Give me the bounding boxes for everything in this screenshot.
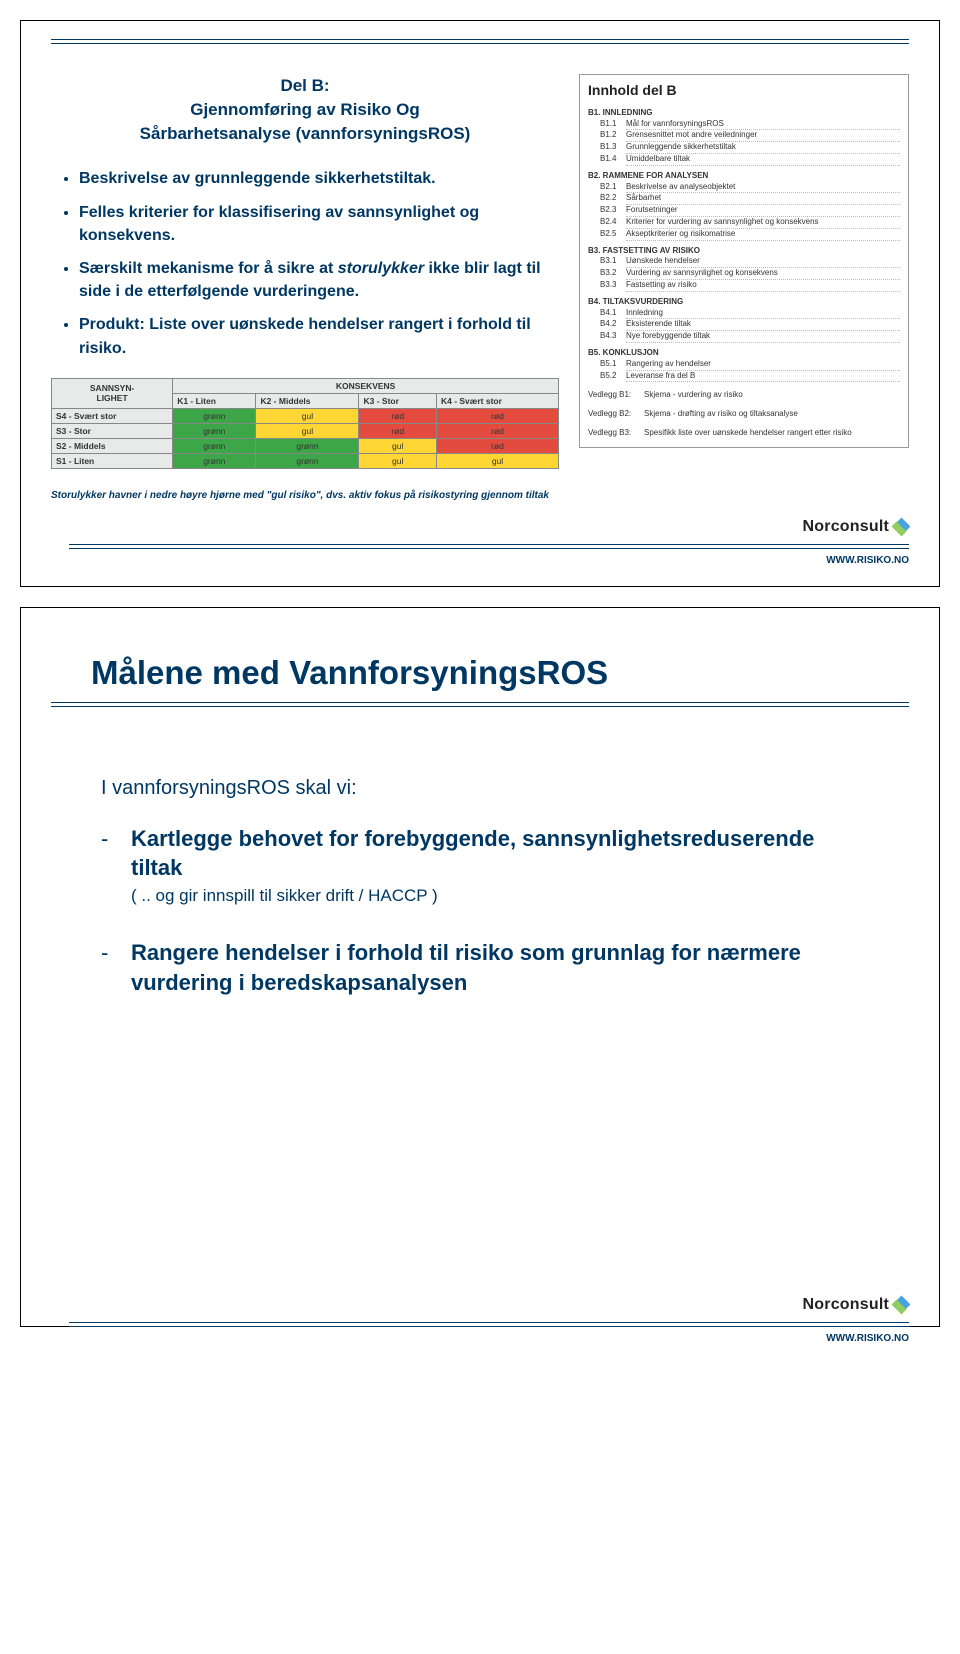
footer-rule xyxy=(69,544,909,549)
footer-rule xyxy=(69,1322,909,1327)
bullet-item: Beskrivelse av grunnleggende sikkerhetst… xyxy=(79,167,559,190)
title-line-1: Del B: xyxy=(51,74,559,98)
matrix-row: S1 - Litengrønngrønngulgul xyxy=(52,453,559,468)
brand-logo: Norconsult WWW.RISIKO.NO xyxy=(69,1296,909,1344)
logo-text: Norconsult xyxy=(803,518,889,536)
slide1-bullets: Beskrivelse av grunnleggende sikkerhetst… xyxy=(51,167,559,359)
title-line-2: Gjennomføring av Risiko Og xyxy=(51,98,559,122)
logo-icon xyxy=(893,1297,909,1313)
bullet-item: Felles kriterier for klassifisering av s… xyxy=(79,201,559,247)
matrix-row: S4 - Svært storgrønngulrødrød xyxy=(52,408,559,423)
toc-panel: Innhold del BB1. INNLEDNINGB1.1Mål for v… xyxy=(579,74,909,448)
title-rule xyxy=(51,702,909,707)
goal-item: -Rangere hendelser i forhold til risiko … xyxy=(101,938,859,997)
bullet-item: Særskilt mekanisme for å sikre at storul… xyxy=(79,257,559,303)
title-line-3: Sårbarhetsanalyse (vannforsyningsROS) xyxy=(51,122,559,146)
footer-url: WWW.RISIKO.NO xyxy=(826,1333,909,1344)
slide2-intro: I vannforsyningsROS skal vi: xyxy=(101,777,909,800)
matrix-row: S2 - Middelsgrønngrønngulrød xyxy=(52,438,559,453)
slide2-goals: -Kartlegge behovet for forebyggende, san… xyxy=(101,824,859,998)
slide-2: Målene med VannforsyningsROS I vannforsy… xyxy=(20,607,940,1327)
risk-matrix: SANNSYN-LIGHETKONSEKVENSK1 - LitenK2 - M… xyxy=(51,378,559,469)
footer-url: WWW.RISIKO.NO xyxy=(826,555,909,566)
matrix-row: S3 - Storgrønngulrødrød xyxy=(52,423,559,438)
logo-icon xyxy=(893,519,909,535)
brand-logo: Norconsult WWW.RISIKO.NO xyxy=(69,518,909,566)
slide-1: Del B: Gjennomføring av Risiko Og Sårbar… xyxy=(20,20,940,587)
slide2-title: Målene med VannforsyningsROS xyxy=(91,654,909,692)
bullet-item: Produkt: Liste over uønskede hendelser r… xyxy=(79,313,559,359)
slide1-title: Del B: Gjennomføring av Risiko Og Sårbar… xyxy=(51,74,559,145)
logo-text: Norconsult xyxy=(803,1296,889,1314)
goal-item: -Kartlegge behovet for forebyggende, san… xyxy=(101,824,859,908)
matrix-caption: Storulykker havner i nedre høyre hjørne … xyxy=(51,489,559,502)
top-rule xyxy=(51,39,909,44)
